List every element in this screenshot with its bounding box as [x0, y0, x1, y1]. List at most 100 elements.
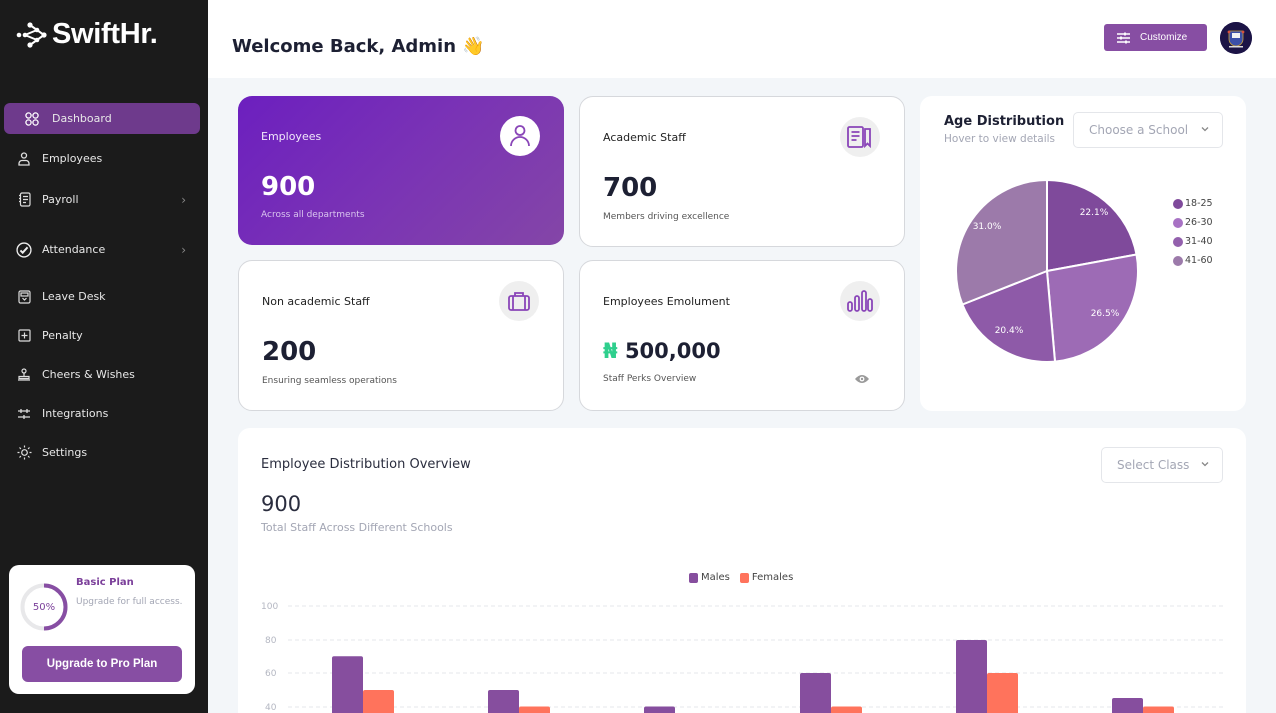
bars: [332, 640, 1174, 713]
book-icon: [840, 117, 880, 157]
bar-chart-legend: Males Females: [689, 572, 793, 583]
pie-label: 20.4%: [995, 326, 1024, 336]
chevron-down-icon: [1201, 462, 1209, 467]
sidebar-item-attendance[interactable]: Attendance ›: [4, 234, 200, 265]
legend-item[interactable]: 18-25: [1173, 194, 1213, 213]
stat-card-employees-emolument[interactable]: Employees Emolument ₦ 500,000 Staff Perk…: [579, 260, 905, 411]
logo-icon: [16, 21, 47, 48]
employee-distribution-panel: Employee Distribution Overview 900 Total…: [238, 428, 1246, 713]
card-subtitle: Staff Perks Overview: [603, 374, 697, 384]
bar-chart-icon: [840, 281, 880, 321]
pie-slice-26-30[interactable]: [1045, 253, 1139, 363]
card-value: 200: [262, 337, 317, 367]
progress-ring: [20, 583, 68, 631]
school-crest-icon: [1220, 22, 1252, 54]
sidebar-item-label: Integrations: [42, 407, 109, 420]
plan-card: 50% Basic Plan Upgrade for full access. …: [9, 565, 195, 694]
attendance-icon: [16, 241, 32, 258]
bar-male[interactable]: [332, 656, 363, 713]
card-value: 700: [603, 173, 658, 203]
bar-female[interactable]: [987, 673, 1018, 713]
grid-icon: [24, 111, 40, 127]
legend-swatch: [739, 572, 749, 583]
sidebar-item-dashboard[interactable]: Dashboard: [4, 103, 200, 134]
plus-square-icon: [16, 328, 32, 344]
bar-male[interactable]: [1112, 698, 1143, 713]
bar-male[interactable]: [800, 673, 831, 713]
stat-card-non-academic-staff[interactable]: Non academic Staff 200 Ensuring seamless…: [238, 260, 564, 411]
age-pie-chart[interactable]: 22.1% 26.5% 20.4% 31.0%: [955, 179, 1139, 363]
logo[interactable]: SwiftHr.: [16, 18, 158, 51]
user-icon: [500, 116, 540, 156]
sidebar-item-cheers-wishes[interactable]: Cheers & Wishes: [4, 359, 200, 390]
sidebar-item-label: Leave Desk: [42, 290, 106, 303]
stamp-icon: [16, 367, 32, 383]
customize-button[interactable]: Customize: [1104, 24, 1207, 51]
sliders-icon: [16, 406, 32, 422]
legend-item[interactable]: 31-40: [1173, 232, 1213, 251]
legend-swatch: [1173, 255, 1183, 266]
pie-slice-41-60[interactable]: [955, 179, 1048, 306]
plan-title: Basic Plan: [76, 577, 134, 588]
bar-male[interactable]: [956, 640, 987, 713]
bar-male[interactable]: [488, 690, 519, 713]
sidebar-item-label: Attendance: [42, 243, 106, 256]
avatar[interactable]: [1220, 22, 1252, 54]
age-distribution-title: Age Distribution: [944, 114, 1065, 129]
grid-lines: [288, 605, 1223, 708]
svg-text:40: 40: [265, 703, 277, 713]
age-legend: 18-25 26-30 31-40 41-60: [1173, 194, 1213, 270]
legend-item-females[interactable]: Females: [739, 572, 793, 583]
card-subtitle: Members driving excellence: [603, 212, 730, 222]
eye-icon[interactable]: [854, 373, 870, 385]
sidebar-item-leave-desk[interactable]: Leave Desk: [4, 281, 200, 312]
card-value: 900: [261, 172, 316, 202]
briefcase-icon: [499, 281, 539, 321]
upgrade-button[interactable]: Upgrade to Pro Plan: [22, 646, 182, 682]
card-subtitle: Across all departments: [261, 210, 365, 220]
chevron-right-icon: ›: [181, 242, 186, 257]
distribution-title: Employee Distribution Overview: [261, 457, 471, 472]
progress-label: 50%: [32, 601, 56, 613]
bar-female[interactable]: [363, 690, 394, 713]
sidebar-item-settings[interactable]: Settings: [4, 437, 200, 468]
pie-label: 22.1%: [1080, 208, 1109, 218]
pie-slice-18-25[interactable]: [1046, 179, 1138, 273]
employee-bar-chart[interactable]: 100 80 60 40: [238, 588, 1246, 713]
bar-female[interactable]: [1143, 706, 1174, 713]
sidebar-item-penalty[interactable]: Penalty: [4, 320, 200, 351]
legend-item-males[interactable]: Males: [689, 572, 730, 583]
distribution-value: 900: [261, 492, 302, 516]
stat-card-employees[interactable]: Employees 900 Across all departments: [238, 96, 564, 245]
svg-text:100: 100: [261, 602, 278, 612]
sidebar-item-payroll[interactable]: Payroll ›: [4, 184, 200, 215]
distribution-subtitle: Total Staff Across Different Schools: [261, 521, 453, 534]
sidebar-item-label: Dashboard: [52, 112, 112, 125]
legend-swatch: [1173, 198, 1183, 209]
bar-male[interactable]: [644, 706, 675, 713]
card-title: Non academic Staff: [262, 295, 370, 308]
pie-label: 26.5%: [1091, 309, 1120, 319]
pie-slice-31-40[interactable]: [961, 269, 1057, 363]
bar-female[interactable]: [831, 706, 862, 713]
sidebar-item-label: Penalty: [42, 329, 83, 342]
legend-item[interactable]: 41-60: [1173, 251, 1213, 270]
card-title: Academic Staff: [603, 131, 686, 144]
bar-female[interactable]: [519, 706, 550, 713]
sidebar-item-integrations[interactable]: Integrations: [4, 398, 200, 429]
user-icon: [16, 151, 32, 167]
svg-text:80: 80: [265, 636, 277, 646]
card-title: Employees: [261, 130, 322, 143]
legend-swatch: [1173, 236, 1183, 247]
school-select[interactable]: Choose a School: [1073, 112, 1223, 148]
chevron-down-icon: [1201, 127, 1209, 132]
school-select-value: Choose a School: [1089, 123, 1189, 137]
sidebar: SwiftHr. Dashboard Employees Payroll ›: [0, 0, 208, 713]
sidebar-item-label: Settings: [42, 446, 88, 459]
sun-icon: [16, 445, 32, 461]
legend-item[interactable]: 26-30: [1173, 213, 1213, 232]
class-select[interactable]: Select Class: [1101, 447, 1223, 483]
sidebar-item-employees[interactable]: Employees: [4, 143, 200, 174]
stat-card-academic-staff[interactable]: Academic Staff 700 Members driving excel…: [579, 96, 905, 247]
legend-swatch: [1173, 217, 1183, 228]
